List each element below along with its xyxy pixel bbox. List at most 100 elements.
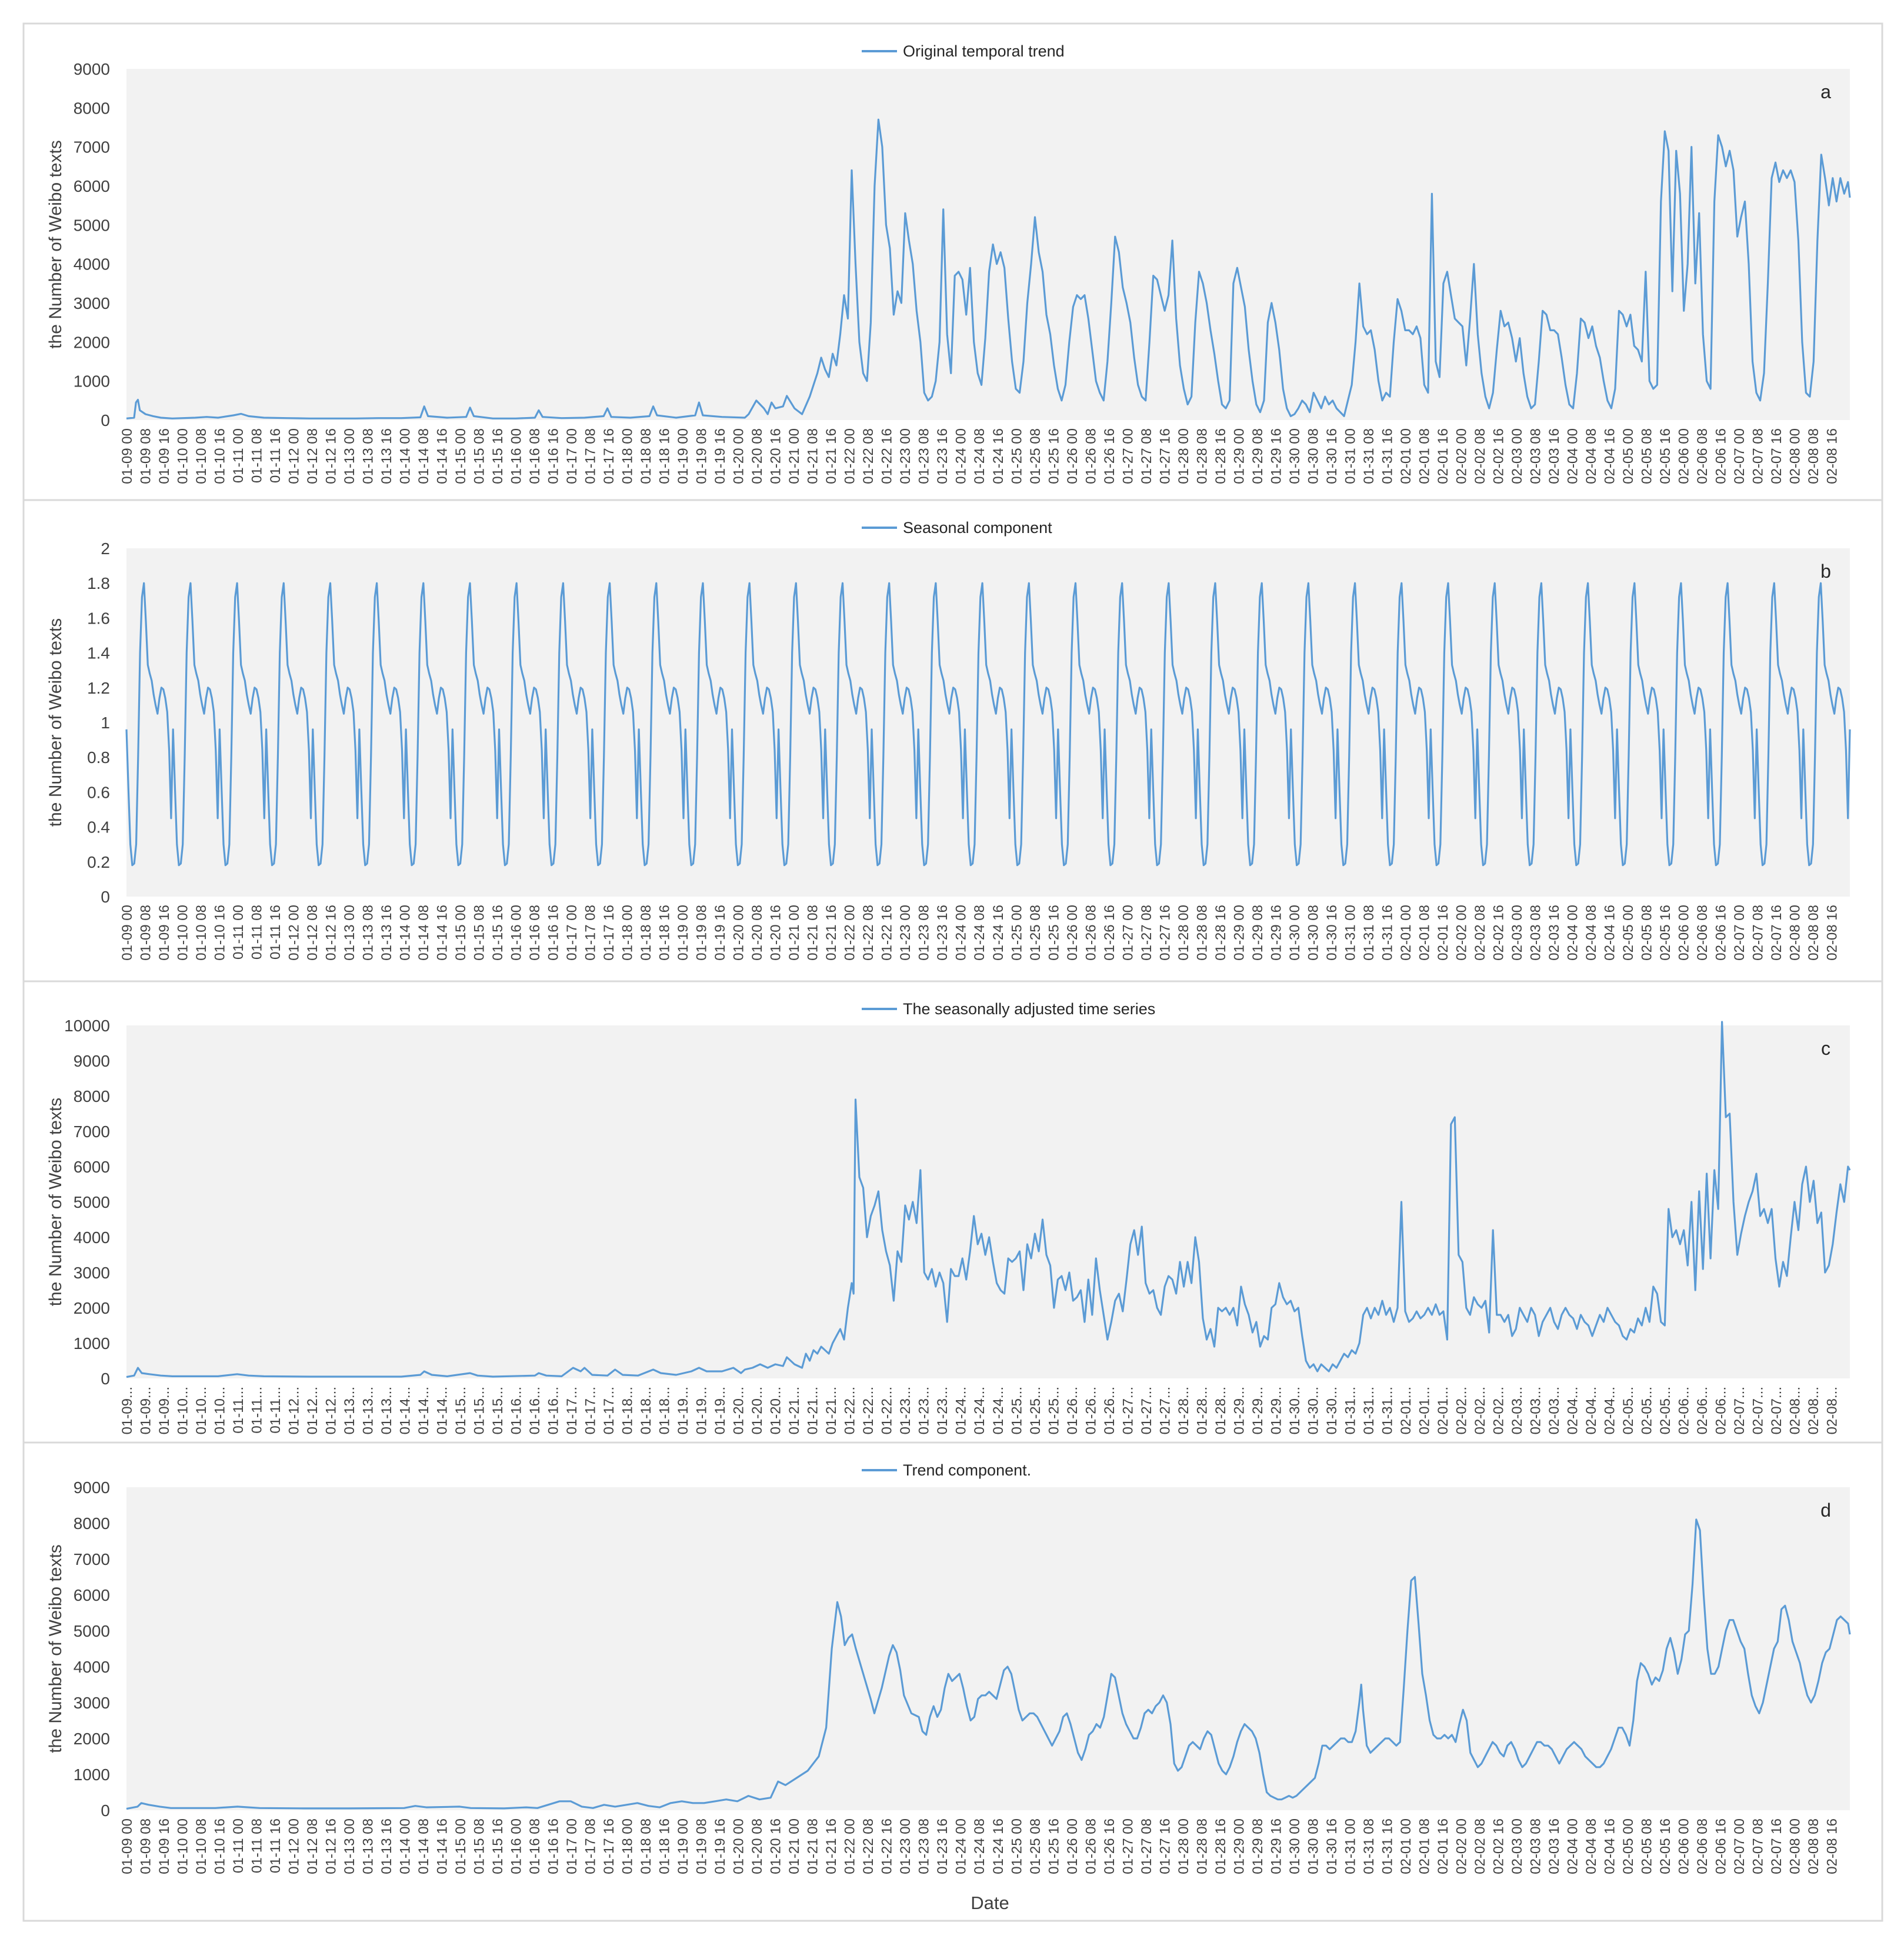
x-tick-label: 01-23 08: [916, 905, 932, 961]
x-tick-label: 01-31 00: [1342, 1818, 1358, 1874]
y-tick-label: 5000: [74, 216, 110, 234]
x-tick-label: 01-14...: [435, 1387, 451, 1434]
x-tick-label: 01-21 08: [805, 1818, 821, 1874]
x-tick-label: 02-06 00: [1676, 428, 1692, 484]
x-tick-label: 01-29 00: [1231, 1818, 1247, 1874]
y-tick-label: 9000: [74, 1052, 110, 1070]
panel-letter: a: [1820, 81, 1831, 102]
x-tick-label: 02-05...: [1658, 1387, 1673, 1434]
x-tick-label: 01-28 16: [1213, 905, 1229, 961]
x-tick-label: 02-01...: [1435, 1387, 1451, 1434]
x-tick-label: 01-19 08: [694, 1818, 710, 1874]
x-tick-label: 01-31...: [1379, 1387, 1395, 1434]
x-tick-label: 01-20 00: [731, 428, 747, 484]
x-tick-label: 02-05 00: [1620, 428, 1636, 484]
x-tick-label: 02-04 16: [1602, 905, 1618, 961]
x-tick-label: 01-11...: [268, 1387, 284, 1434]
x-tick-label: 01-31 16: [1379, 1818, 1395, 1874]
x-tick-label: 02-08 16: [1825, 428, 1840, 484]
x-tick-label: 01-16 00: [509, 905, 525, 961]
x-tick-label: 01-13 16: [379, 905, 395, 961]
x-tick-label: 01-12...: [286, 1387, 302, 1434]
y-axis-title: the Number of Weibo texts: [46, 140, 65, 349]
x-tick-label: 02-01 08: [1416, 905, 1432, 961]
x-tick-label: 02-04 16: [1602, 428, 1618, 484]
x-tick-label: 01-28 08: [1194, 1818, 1210, 1874]
y-tick-label: 6000: [74, 1158, 110, 1176]
x-tick-label: 02-03...: [1546, 1387, 1562, 1434]
x-tick-label: 01-15...: [453, 1387, 469, 1434]
x-tick-label: 01-29...: [1268, 1387, 1284, 1434]
x-tick-label: 01-30 00: [1287, 905, 1303, 961]
x-tick-label: 01-25 00: [1009, 428, 1025, 484]
x-tick-label: 02-01 08: [1416, 428, 1432, 484]
x-tick-label: 02-02 08: [1472, 428, 1488, 484]
x-tick-label: 01-11 16: [268, 428, 284, 483]
x-tick-label: 02-08 00: [1788, 905, 1803, 961]
x-tick-label: 02-01 16: [1435, 905, 1451, 961]
panel-letter: d: [1820, 1500, 1831, 1521]
x-tick-label: 01-28 08: [1194, 428, 1210, 484]
x-tick-label: 01-22 00: [842, 1818, 858, 1874]
x-tick-label: 01-31 00: [1342, 428, 1358, 484]
y-tick-label: 1.2: [87, 679, 110, 697]
x-tick-label: 02-02 16: [1490, 905, 1506, 961]
x-axis-title: Date: [971, 1893, 1009, 1913]
x-tick-label: 01-23 00: [898, 1818, 913, 1874]
x-tick-label: 01-17 16: [601, 905, 617, 961]
x-tick-label: 01-09...: [138, 1387, 154, 1434]
y-tick-label: 5000: [74, 1193, 110, 1211]
x-tick-label: 02-02 00: [1453, 905, 1469, 961]
x-tick-label: 01-26 16: [1102, 905, 1118, 961]
legend-label: The seasonally adjusted time series: [903, 1000, 1155, 1018]
y-tick-label: 1: [101, 714, 110, 732]
x-tick-label: 02-06...: [1676, 1387, 1692, 1434]
x-tick-label: 01-14 08: [416, 1818, 432, 1874]
x-tick-label: 01-27 16: [1157, 905, 1173, 961]
x-tick-label: 01-21 08: [805, 428, 821, 484]
x-tick-label: 02-05...: [1639, 1387, 1655, 1434]
legend: The seasonally adjusted time series: [862, 1000, 1155, 1018]
x-tick-label: 01-14 00: [398, 428, 414, 484]
x-tick-label: 01-13 08: [361, 428, 376, 484]
x-tick-label: 02-02 00: [1453, 1818, 1469, 1874]
x-tick-label: 01-23 16: [935, 905, 951, 961]
x-tick-label: 01-13 16: [379, 1818, 395, 1874]
x-tick-label: 02-05 16: [1658, 905, 1673, 961]
x-tick-label: 01-24 08: [972, 1818, 988, 1874]
x-tick-label: 01-20 16: [768, 1818, 784, 1874]
x-tick-label: 01-13...: [379, 1387, 395, 1434]
x-tick-label: 02-07 00: [1732, 905, 1748, 961]
x-tick-label: 01-29 16: [1268, 1818, 1284, 1874]
x-tick-label: 02-01 16: [1435, 1818, 1451, 1874]
x-tick-label: 01-18 16: [657, 1818, 673, 1874]
x-tick-label: 01-25 00: [1009, 1818, 1025, 1874]
legend-label: Seasonal component: [903, 519, 1052, 537]
x-tick-label: 01-19 00: [675, 1818, 691, 1874]
y-tick-label: 8000: [74, 1087, 110, 1105]
x-tick-label: 02-08 16: [1825, 1818, 1840, 1874]
x-tick-label: 01-13 00: [342, 428, 358, 484]
x-tick-label: 01-15 16: [490, 905, 506, 961]
x-tick-label: 01-16 16: [546, 428, 562, 484]
x-tick-label: 01-17 16: [601, 428, 617, 484]
legend: Seasonal component: [862, 519, 1052, 537]
x-tick-label: 01-26 08: [1083, 905, 1099, 961]
x-tick-label: 02-01...: [1416, 1387, 1432, 1434]
x-tick-label: 01-21...: [805, 1387, 821, 1434]
x-tick-label: 01-29 16: [1268, 428, 1284, 484]
x-tick-label: 01-13 00: [342, 905, 358, 961]
x-tick-label: 01-14...: [416, 1387, 432, 1434]
x-tick-label: 02-01 16: [1435, 428, 1451, 484]
x-tick-label: 01-21...: [823, 1387, 839, 1434]
x-tick-label: 02-07 08: [1750, 428, 1766, 484]
x-tick-label: 01-25 16: [1046, 905, 1062, 961]
x-tick-label: 01-28 16: [1213, 1818, 1229, 1874]
x-tick-label: 01-27...: [1120, 1387, 1136, 1434]
y-tick-label: 4000: [74, 1228, 110, 1247]
series-line-b: [125, 582, 1851, 867]
panel-c: 0 1000 2000 3000 4000 5000 6000 7000 8000 9000 100…: [22, 980, 1883, 1444]
x-tick-label: 01-25 08: [1028, 428, 1043, 484]
x-tick-label: 01-23 00: [898, 905, 913, 961]
x-tick-label: 01-20 08: [749, 905, 765, 961]
